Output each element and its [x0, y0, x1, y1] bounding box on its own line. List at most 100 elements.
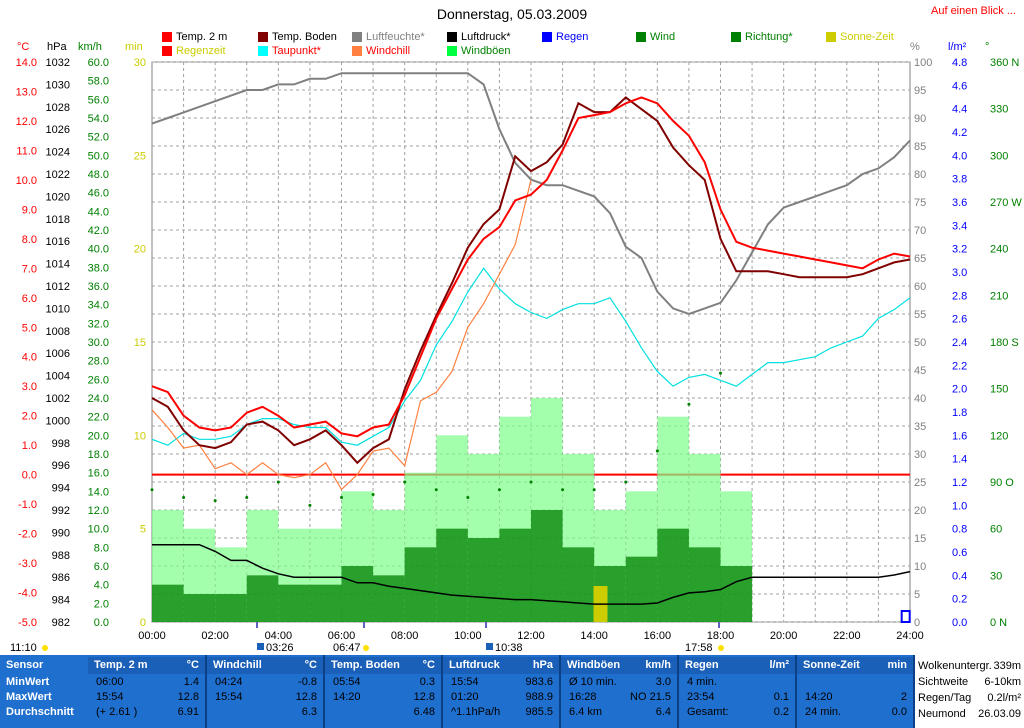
pressure-tick: 982 — [52, 617, 70, 629]
direction-tick: 120 — [990, 430, 1008, 442]
pressure-tick: 988 — [52, 550, 70, 562]
wind-tick: 2.0 — [94, 598, 109, 610]
info-value: 0.2l/m² — [987, 692, 1021, 704]
pressure-tick: 1014 — [46, 259, 70, 271]
stat-value: 0.3 — [419, 676, 435, 688]
stat-column-boeen: Windböen km/h Ø 10 min. 3.0 16:28 NO 21.5 6.4 … — [561, 655, 677, 728]
legend-label: Sonne-Zeit — [840, 31, 894, 43]
temp-tick: 6.0 — [22, 293, 37, 305]
row-label-max: MaxWert — [6, 691, 52, 703]
temp-tick: 10.0 — [16, 175, 37, 187]
direction-dot — [687, 402, 691, 406]
legend-item: Sonne-Zeit — [826, 31, 894, 43]
humidity-tick: 85 — [914, 141, 926, 153]
direction-dot — [340, 496, 343, 500]
pressure-tick: 1024 — [46, 147, 70, 159]
pressure-tick: 1000 — [46, 415, 70, 427]
legend-swatch — [826, 32, 836, 42]
wind-tick: 14.0 — [88, 486, 109, 498]
rain-tick: 2.8 — [952, 290, 967, 302]
stat-time: 06:00 — [96, 676, 124, 688]
wind-bar — [373, 575, 405, 622]
stat-header-unit: l/m² — [769, 659, 789, 671]
statistics-panel: Sensor MinWert MaxWert Durchschnitt Temp… — [0, 655, 1024, 728]
rain-tick: 2.0 — [952, 384, 967, 396]
wind-bar — [531, 510, 563, 622]
pressure-tick: 1022 — [46, 169, 70, 181]
stat-header-label: Windchill — [213, 659, 262, 671]
stat-separator — [795, 655, 797, 728]
legend-swatch — [162, 32, 172, 42]
stat-column-temp2m: Temp. 2 m °C 06:00 1.4 15:54 12.8 (+ 2.61 ) 6.9… — [88, 655, 205, 728]
wind-tick: 8.0 — [94, 542, 109, 554]
stat-value: 3.0 — [655, 676, 671, 688]
temp-tick: 3.0 — [22, 381, 37, 393]
wind-tick: 48.0 — [88, 169, 109, 181]
time-tick: 20:00 — [770, 630, 798, 642]
stat-time: 04:24 — [215, 676, 243, 688]
legend-item: Windböen — [447, 45, 511, 57]
wind-tick: 34.0 — [88, 300, 109, 312]
wind-bar — [467, 538, 500, 622]
stat-header-label: Sonne-Zeit — [803, 659, 860, 671]
stat-header-unit: min — [887, 659, 907, 671]
info-label: Wolkenuntergr. — [918, 660, 992, 672]
wind-bar — [278, 584, 310, 622]
wind-tick: 32.0 — [88, 318, 109, 330]
legend-item: Temp. Boden — [258, 31, 337, 43]
minutes-tick: 10 — [134, 430, 146, 442]
direction-tick: 330 — [990, 104, 1008, 116]
wind-bar — [625, 556, 658, 622]
stat-value: 12.8 — [295, 691, 317, 703]
wind-bar — [215, 594, 247, 622]
legend-swatch — [542, 32, 552, 42]
legend-swatch — [352, 46, 362, 56]
rain-tick: 0.4 — [952, 570, 967, 582]
temp-tick: -3.0 — [18, 558, 37, 570]
stat-separator — [441, 655, 443, 728]
marker-label: 06:47 — [333, 642, 361, 654]
info-label: Sichtweite — [918, 676, 969, 688]
info-value: 6-10km — [984, 676, 1021, 688]
pressure-tick: 1008 — [46, 326, 70, 338]
stat-header: Temp. 2 m °C — [88, 657, 205, 674]
stat-value: 985.5 — [525, 706, 553, 718]
series-dewpoint — [151, 267, 911, 446]
weather-chart: °C hPa km/h min% l/m² ° 14.0 13.0 12.0 11.0 10.0 9.… — [10, 41, 1022, 654]
stat-time: 4 min. — [687, 676, 717, 688]
minutes-tick: 25 — [134, 150, 146, 162]
legend-label: Taupunkt* — [272, 45, 321, 57]
legend-label: Wind — [650, 31, 676, 43]
stat-time: 15:54 — [215, 691, 243, 703]
pressure-tick: 1016 — [46, 236, 70, 248]
stat-header: Windchill °C — [207, 657, 323, 674]
direction-dot — [466, 496, 470, 500]
stat-header-unit: km/h — [645, 659, 671, 671]
wind-tick: 36.0 — [88, 281, 109, 293]
legend-item: Luftdruck* — [447, 31, 511, 43]
humidity-tick: 70 — [914, 225, 926, 237]
humidity-tick: 5 — [914, 589, 920, 601]
legend-swatch — [352, 32, 362, 42]
marker-label: 10:38 — [495, 642, 523, 654]
stat-separator — [205, 655, 207, 728]
wind-tick: 22.0 — [88, 412, 109, 424]
stat-separator — [559, 655, 561, 728]
overview-link[interactable]: Auf einen Blick ... — [931, 5, 1016, 17]
time-tick: 24:00 — [896, 630, 924, 642]
legend-swatch — [162, 46, 172, 56]
info-value: 339m — [993, 660, 1021, 672]
legend-swatch — [258, 32, 268, 42]
pressure-tick: 984 — [52, 595, 70, 607]
wind-bar — [152, 584, 184, 622]
direction-dot — [719, 371, 722, 375]
direction-tick: 270 W — [990, 197, 1022, 209]
wind-tick: 10.0 — [88, 524, 109, 536]
wind-bar — [720, 566, 753, 622]
rain-tick: 3.4 — [952, 220, 967, 232]
rain-tick: 1.4 — [952, 454, 967, 466]
chart-title: Donnerstag, 05.03.2009 — [436, 6, 588, 22]
humidity-tick: 35 — [914, 421, 926, 433]
rain-bar — [900, 610, 911, 623]
stat-time: Ø 10 min. — [569, 676, 617, 688]
